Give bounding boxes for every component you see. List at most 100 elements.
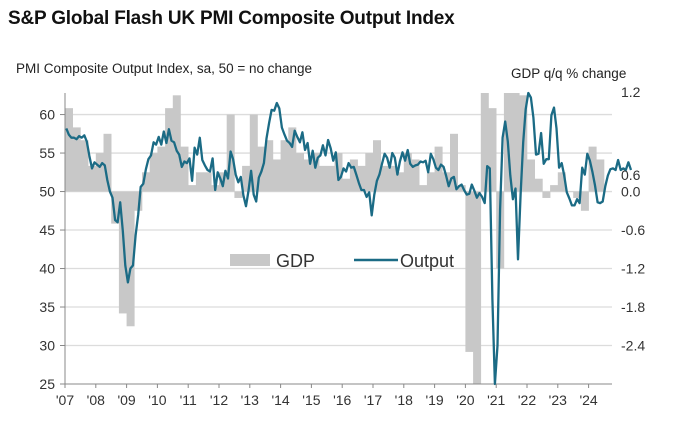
x-tick-label: '23 xyxy=(549,392,567,408)
gdp-bar xyxy=(580,191,589,211)
gdp-bar xyxy=(419,185,428,192)
gdp-bar xyxy=(411,159,420,192)
gdp-bar xyxy=(488,108,497,192)
gdp-bar xyxy=(126,191,135,327)
gdp-bar xyxy=(111,191,120,224)
x-tick-label: '21 xyxy=(487,392,505,408)
gdp-bar xyxy=(373,140,381,192)
gdp-bar xyxy=(442,172,451,192)
x-tick-label: '13 xyxy=(241,392,259,408)
gdp-bar xyxy=(450,133,458,192)
x-axis-ticks: '07 '08 '09 '10 '11 '12 '13 '14 '15 '16 '17 '18 '19 '… xyxy=(56,384,598,408)
x-tick-label: '19 xyxy=(425,392,443,408)
left-axis-title: PMI Composite Output Index, sa, 50 = no … xyxy=(16,61,313,76)
gdp-bar xyxy=(542,191,551,198)
legend-label-output: Output xyxy=(400,251,454,271)
gdp-bar xyxy=(426,172,435,192)
left-tick-label: 35 xyxy=(39,299,55,315)
output-line xyxy=(65,91,633,386)
gdp-bar xyxy=(149,153,158,192)
left-tick-label: 30 xyxy=(39,338,55,354)
right-tick-label: 1.2 xyxy=(621,84,641,100)
gdp-bar xyxy=(396,172,405,192)
gdp-bar xyxy=(249,114,258,192)
gdp-bar xyxy=(72,127,81,192)
right-axis-title: GDP q/q % change xyxy=(511,66,627,81)
x-tick-label: '18 xyxy=(395,392,413,408)
gdp-bar xyxy=(80,140,89,192)
x-tick-label: '07 xyxy=(56,392,74,408)
gdp-bar xyxy=(550,185,559,192)
gdp-bar xyxy=(319,165,328,192)
x-tick-label: '15 xyxy=(302,392,320,408)
gdp-bar xyxy=(342,178,351,192)
gdp-bar xyxy=(365,153,374,192)
gdp-bar xyxy=(234,191,243,198)
gdp-bar xyxy=(142,172,150,192)
left-axis-ticks: 25 30 35 40 45 50 55 60 xyxy=(39,107,65,392)
right-tick-label: -0.6 xyxy=(621,222,645,238)
gdp-bar xyxy=(349,159,358,192)
gdp-bar xyxy=(172,95,181,192)
gdp-bar xyxy=(157,146,166,192)
gdp-bar xyxy=(180,146,189,192)
left-tick-label: 60 xyxy=(39,107,55,123)
gdp-bar xyxy=(573,191,582,198)
gdp-bar xyxy=(565,191,574,193)
right-tick-label: 0.6 xyxy=(621,167,641,183)
right-tick-label: -2.4 xyxy=(621,338,645,354)
gdp-bar xyxy=(388,165,397,192)
x-tick-label: '11 xyxy=(180,392,197,408)
gdp-bar xyxy=(280,140,289,192)
x-tick-label: '16 xyxy=(333,392,351,408)
gdp-bar xyxy=(296,153,304,192)
gdp-bar xyxy=(457,185,466,192)
left-tick-label: 45 xyxy=(39,222,55,238)
x-tick-label: '24 xyxy=(579,392,597,408)
left-tick-label: 50 xyxy=(39,184,55,200)
gdp-bar xyxy=(188,185,197,192)
gdp-bar xyxy=(103,133,112,192)
gdp-bar xyxy=(288,127,297,192)
right-tick-label: 0.0 xyxy=(621,184,641,200)
x-tick-label: '17 xyxy=(364,392,382,408)
left-tick-label: 55 xyxy=(39,145,55,161)
axes xyxy=(64,93,612,385)
left-tick-label: 40 xyxy=(39,261,55,277)
gdp-bar xyxy=(557,172,566,192)
x-tick-label: '09 xyxy=(117,392,135,408)
x-tick-label: '12 xyxy=(210,392,228,408)
gdp-bar xyxy=(480,93,489,192)
gdp-bar xyxy=(203,172,212,192)
gdp-bars xyxy=(65,93,605,384)
gdp-bar xyxy=(380,165,389,192)
legend-swatch-gdp xyxy=(230,254,270,266)
x-tick-label: '14 xyxy=(271,392,289,408)
gdp-bar xyxy=(95,153,104,192)
gdp-bar xyxy=(195,172,204,192)
gdp-bar xyxy=(272,159,281,192)
x-tick-label: '08 xyxy=(87,392,105,408)
gdp-bar xyxy=(88,165,97,192)
output-line-group xyxy=(65,91,633,386)
gdp-bar xyxy=(527,159,535,192)
gdp-bar xyxy=(326,165,335,192)
right-axis-ticks: -2.4 -1.8 -1.2 -0.6 0.00.6 1.2 xyxy=(621,84,645,354)
legend-label-gdp: GDP xyxy=(276,251,315,271)
gridlines xyxy=(65,113,612,347)
gdp-bar xyxy=(242,165,251,192)
gdp-bar xyxy=(534,178,543,192)
gdp-bar xyxy=(303,159,312,192)
gdp-bar xyxy=(118,191,127,314)
gdp-bar xyxy=(465,191,474,352)
gdp-bar xyxy=(511,93,520,192)
x-tick-label: '20 xyxy=(456,392,474,408)
left-tick-label: 25 xyxy=(39,376,55,392)
x-tick-label: '10 xyxy=(148,392,166,408)
x-tick-label: '22 xyxy=(518,392,536,408)
gdp-bar xyxy=(265,140,274,192)
gdp-bar xyxy=(403,153,412,192)
gdp-bar xyxy=(473,191,482,384)
right-tick-label: -1.8 xyxy=(621,299,645,315)
